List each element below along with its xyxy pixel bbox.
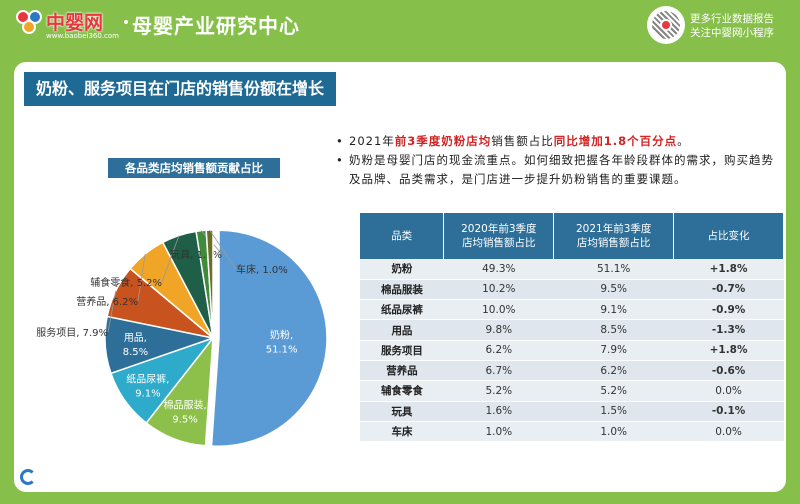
bullet-list: 2021年前3季度奶粉店均销售额占比同比增加1.8个百分点。 奶粉是母婴门店的现… — [336, 132, 776, 189]
cell-2021: 9.5% — [553, 279, 674, 301]
bullet-1-pre: 2021年 — [349, 134, 395, 148]
cell-2021: 1.0% — [553, 421, 674, 443]
table-row: 用品 9.8% 8.5% -1.3% — [360, 319, 784, 341]
cell-2020: 1.6% — [443, 401, 554, 422]
slice-label: 棉品服装, — [163, 399, 206, 412]
data-table: 品类 2020年前3季度 店均销售额占比 2021年前3季度 店均销售额占比 占比变… — [360, 213, 784, 443]
slice-label: 9.1% — [135, 388, 160, 399]
slice-label: 纸品尿裤, — [126, 372, 169, 385]
cell-2021: 5.2% — [553, 380, 674, 402]
promo-line-2: 关注中婴网小程序 — [690, 27, 774, 39]
bullet-1-end: 。 — [677, 134, 690, 148]
leader-line — [107, 291, 117, 333]
brand-title: 母婴产业研究中心 — [132, 14, 300, 38]
cell-2020: 10.0% — [443, 299, 554, 321]
cell-change: -0.9% — [673, 299, 784, 321]
table-row: 棉品服装 10.2% 9.5% -0.7% — [360, 279, 784, 301]
leader-line — [161, 235, 180, 283]
table-row: 营养品 6.7% 6.2% -0.6% — [360, 360, 784, 382]
cell-category: 服务项目 — [360, 340, 444, 361]
content-panel: 奶粉、服务项目在门店的销售份额在增长 2021年前3季度奶粉店均销售额占比同比增… — [14, 62, 786, 492]
header-change: 占比变化 — [673, 213, 784, 259]
pie-chart: 奶粉, 51.1% 棉品服装, 9.5% 纸品尿裤, 9.1% 用品, 8.5% 服务项目, 7… — [36, 229, 328, 447]
table-row: 车床 1.0% 1.0% 0.0% — [360, 421, 784, 443]
header-bar: 中婴网 www.baobei360.com 母婴产业研究中心 更多行业数据报告 … — [0, 0, 800, 52]
pie-slice — [210, 229, 328, 447]
qr-code-icon[interactable] — [647, 6, 685, 44]
cell-change: -1.3% — [673, 319, 784, 341]
cell-category: 玩具 — [360, 401, 444, 422]
slice-label: 51.1% — [266, 344, 298, 355]
cell-change: -0.6% — [673, 360, 784, 382]
logo-text: 中婴网 — [46, 12, 104, 34]
slice-label: 服务项目, 7.9% — [36, 326, 108, 339]
cell-category: 棉品服装 — [360, 279, 444, 301]
brand-logo-icon — [20, 468, 36, 485]
slice-label: 车床, 1.0% — [236, 263, 288, 276]
logo-icon — [16, 10, 46, 36]
table-row: 奶粉 49.3% 51.1% +1.8% — [360, 259, 784, 280]
cell-2020: 49.3% — [443, 259, 554, 280]
chart-title: 各品类店均销售额贡献占比 — [108, 158, 280, 178]
footer-brand: 汇员帮 母婴大数据研究院 — [20, 466, 181, 487]
cell-category: 用品 — [360, 319, 444, 341]
cell-2020: 10.2% — [443, 279, 554, 301]
table-row: 纸品尿裤 10.0% 9.1% -0.9% — [360, 299, 784, 321]
slice-label: 辅食零食, 5.2% — [90, 276, 162, 289]
cell-change: 0.0% — [673, 380, 784, 402]
cell-2021: 7.9% — [553, 340, 674, 361]
cell-change: +1.8% — [673, 259, 784, 280]
table-header-row: 品类 2020年前3季度 店均销售额占比 2021年前3季度 店均销售额占比 占比变… — [360, 213, 784, 259]
table-row: 玩具 1.6% 1.5% -0.1% — [360, 401, 784, 422]
bullet-item-2: 奶粉是母婴门店的现金流重点。如何细致把握各年龄段群体的需求，购买趋势及品牌、品类… — [336, 151, 776, 189]
slice-label: 奶粉, — [270, 328, 293, 341]
cell-2020: 9.8% — [443, 319, 554, 341]
page-title: 奶粉、服务项目在门店的销售份额在增长 — [24, 72, 337, 106]
slice-label: 营养品, 6.2% — [76, 295, 138, 308]
cell-category: 奶粉 — [360, 259, 444, 280]
slice-label: 9.5% — [172, 415, 197, 426]
bullet-1-mid: 销售额占比 — [491, 134, 554, 148]
cell-2021: 8.5% — [553, 319, 674, 341]
cell-2021: 9.1% — [553, 299, 674, 321]
table-row: 服务项目 6.2% 7.9% +1.8% — [360, 340, 784, 361]
cell-category: 营养品 — [360, 360, 444, 382]
cell-category: 车床 — [360, 421, 444, 443]
cell-2020: 1.0% — [443, 421, 554, 443]
cell-category: 辅食零食 — [360, 380, 444, 402]
logo[interactable]: 中婴网 www.baobei360.com — [16, 8, 124, 44]
bullet-1-highlight-2: 同比增加1.8个百分点 — [553, 134, 678, 148]
slice-label: 玩具, 1.5% — [170, 249, 222, 261]
leader-line — [137, 253, 146, 302]
footer-subtitle: 母婴大数据研究院 — [93, 470, 182, 484]
cell-2021: 1.5% — [553, 401, 674, 422]
bullet-item-1: 2021年前3季度奶粉店均销售额占比同比增加1.8个百分点。 — [336, 132, 776, 151]
cell-change: -0.1% — [673, 401, 784, 422]
header-category: 品类 — [360, 213, 445, 259]
header-2021: 2021年前3季度 店均销售额占比 — [553, 213, 675, 259]
cell-2021: 6.2% — [553, 360, 674, 382]
table-row: 辅食零食 5.2% 5.2% 0.0% — [360, 380, 784, 402]
header-2020: 2020年前3季度 店均销售额占比 — [443, 213, 555, 259]
separator-dot — [124, 20, 128, 24]
slice-label: 8.5% — [123, 347, 148, 358]
cell-2021: 51.1% — [553, 259, 674, 280]
leader-line — [209, 229, 237, 270]
footer-brand-name: 汇员帮 — [44, 469, 87, 486]
logo-url: www.baobei360.com — [46, 32, 120, 40]
cell-2020: 6.7% — [443, 360, 554, 382]
bullet-1-highlight-1: 前3季度奶粉店均 — [394, 134, 492, 148]
cell-change: 0.0% — [673, 421, 784, 443]
cell-change: -0.7% — [673, 279, 784, 301]
promo-text: 更多行业数据报告 关注中婴网小程序 — [690, 12, 774, 40]
cell-2020: 5.2% — [443, 380, 554, 402]
cell-2020: 6.2% — [443, 340, 554, 361]
cell-change: +1.8% — [673, 340, 784, 361]
promo-line-1: 更多行业数据报告 — [690, 13, 774, 25]
slice-label: 用品, — [124, 332, 147, 344]
cell-category: 纸品尿裤 — [360, 299, 444, 321]
